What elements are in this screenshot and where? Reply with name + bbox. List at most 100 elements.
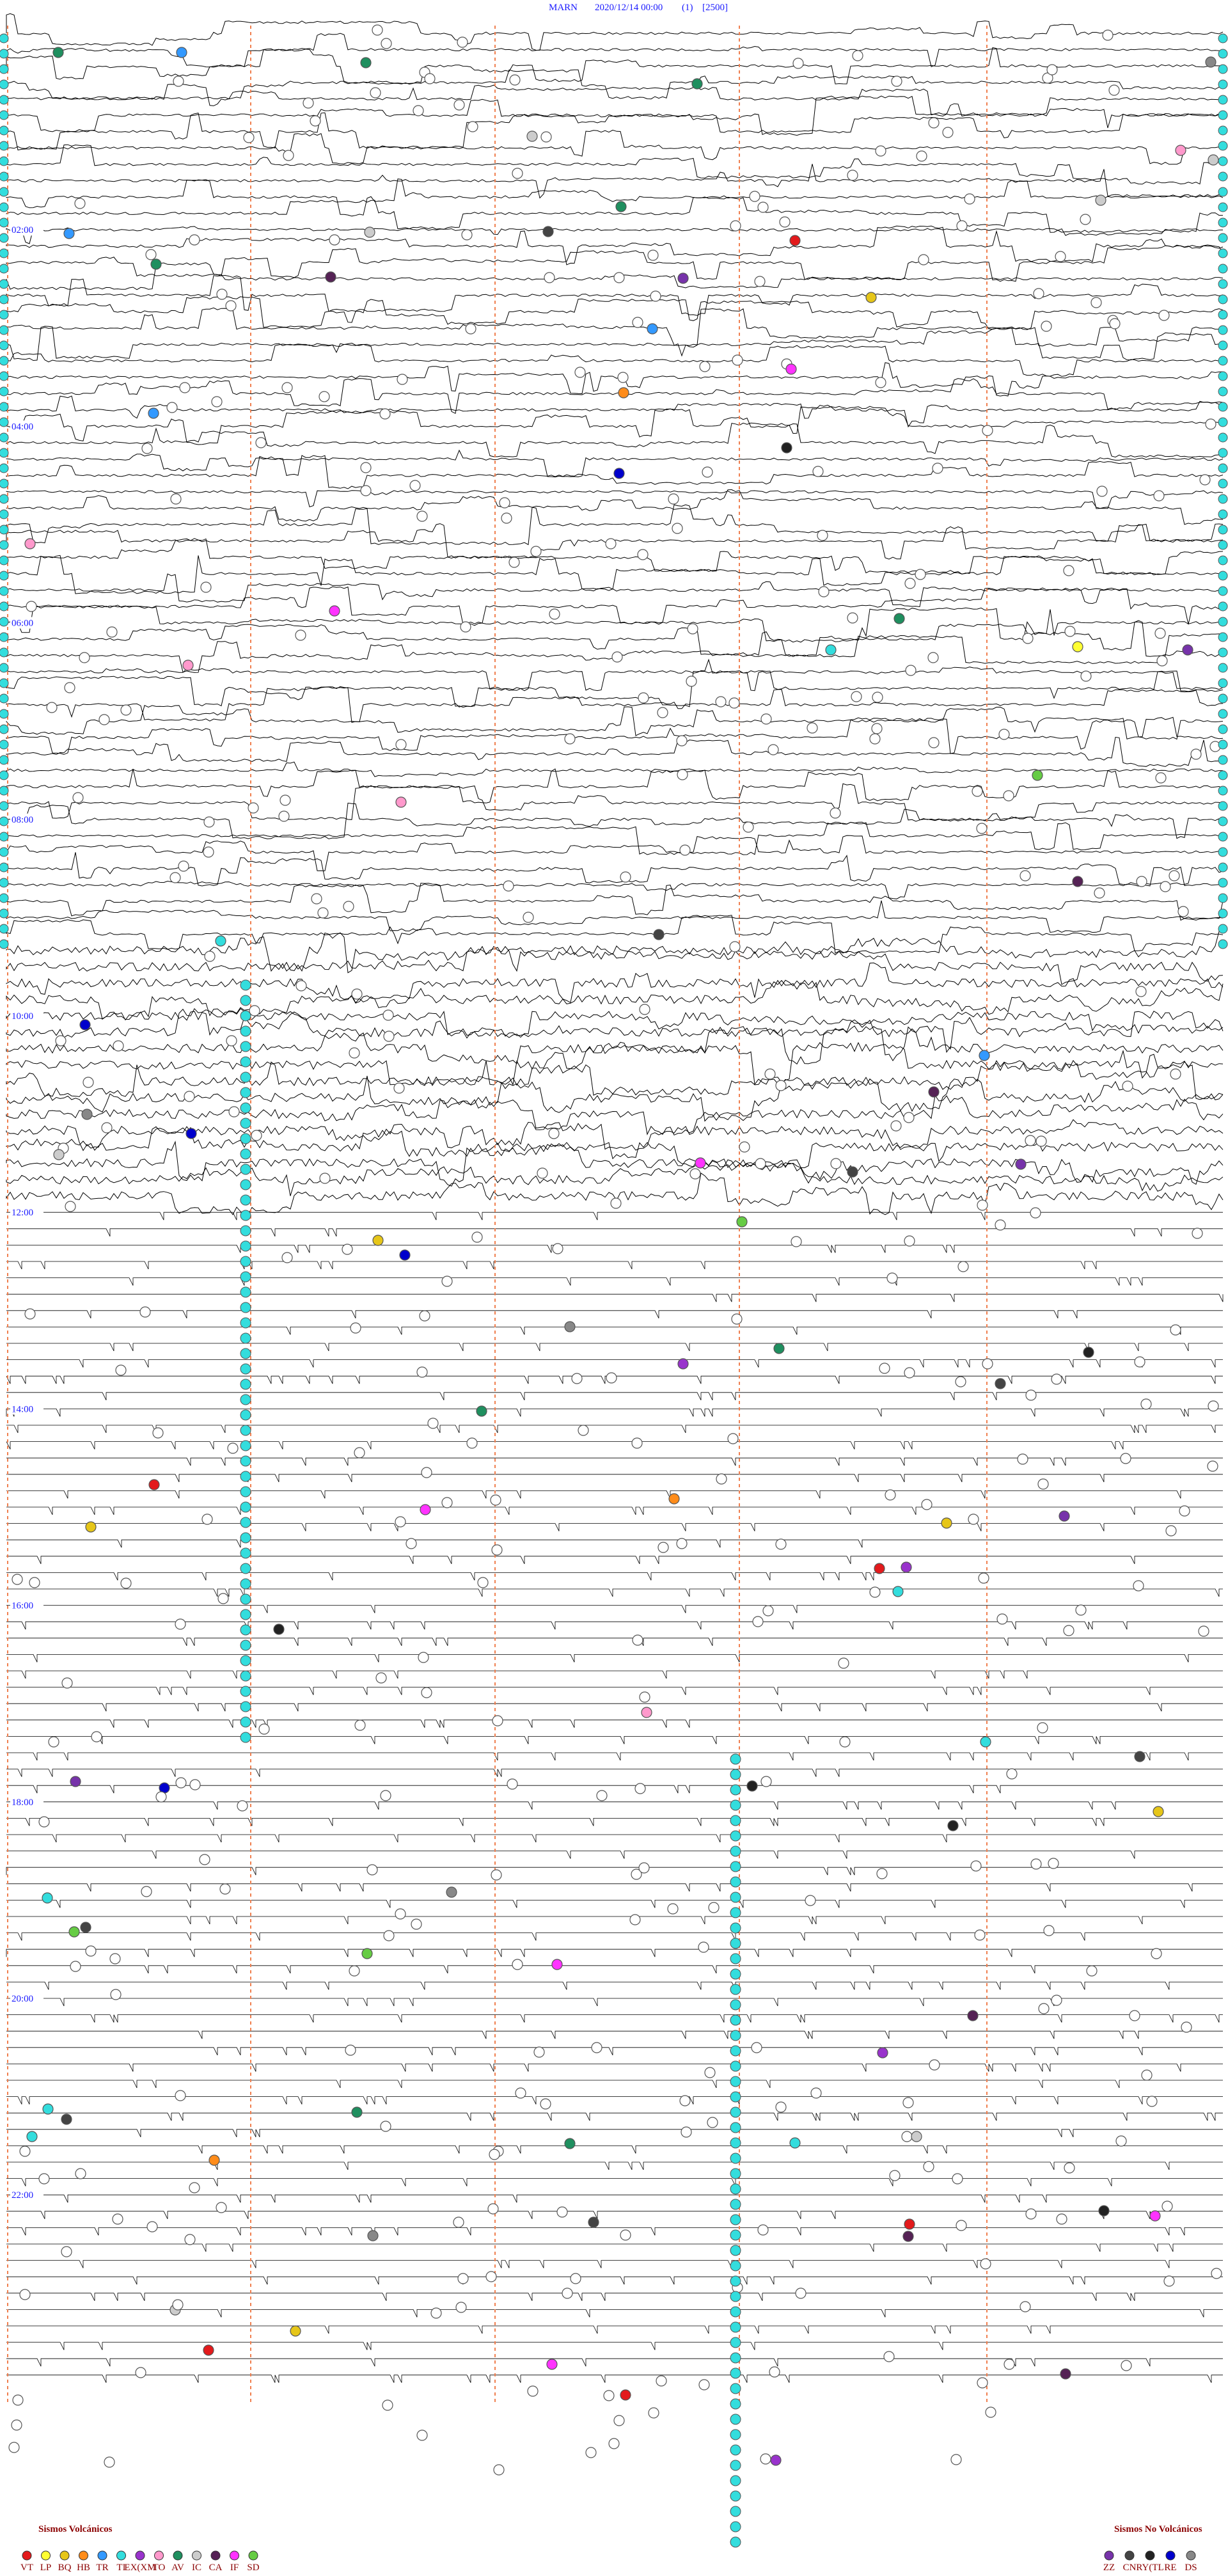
event-dot: [751, 2042, 762, 2053]
legend-dot: [1165, 2550, 1176, 2561]
event-dot: [113, 1040, 124, 1052]
label-bg: [10, 2189, 43, 2201]
event-dot: [175, 2090, 186, 2101]
event-dot: [879, 1363, 890, 1374]
event-dot: [0, 371, 9, 381]
event-dot: [921, 1499, 933, 1510]
trace: [6, 2211, 1223, 2219]
event-dot: [0, 79, 9, 90]
event-dot: [441, 1497, 453, 1508]
event-dot: [512, 1959, 523, 1970]
event-dot: [65, 1201, 76, 1212]
event-dot: [0, 402, 9, 412]
event-dot: [1218, 678, 1228, 688]
event-dot: [1205, 418, 1216, 430]
event-dot: [240, 1425, 251, 1436]
event-dot: [1218, 463, 1228, 473]
event-dot: [200, 581, 212, 593]
event-dot: [409, 480, 421, 491]
event-dot: [1218, 770, 1228, 780]
trace: [6, 362, 1224, 397]
event-dot: [847, 170, 858, 181]
event-dot: [578, 1425, 589, 1436]
event-dot: [1025, 1389, 1037, 1401]
event-dot: [1218, 294, 1228, 304]
event-dot: [791, 1236, 802, 1247]
trace: [6, 1883, 1223, 1892]
trace: [6, 455, 1224, 489]
trace: [6, 1425, 1223, 1434]
event-dot: [730, 2383, 741, 2394]
event-dot: [1006, 1768, 1018, 1780]
event-dot: [1199, 474, 1211, 486]
event-dot: [81, 1109, 93, 1120]
event-dot: [240, 1240, 251, 1252]
event-dot: [240, 1102, 251, 1114]
event-dot: [915, 569, 926, 580]
event-dot: [995, 1219, 1006, 1231]
event-dot: [730, 2444, 741, 2456]
trace: [6, 2112, 1223, 2121]
legend-dot: [248, 2550, 258, 2561]
event-dot: [0, 448, 9, 458]
event-dot: [570, 2273, 581, 2284]
event-dot: [686, 676, 697, 687]
label-bg: [10, 1206, 43, 1219]
legend-dot: [1104, 2550, 1114, 2561]
event-dot: [638, 692, 649, 704]
event-dot: [240, 1225, 251, 1237]
event-dot: [730, 1938, 741, 1949]
event-dot: [0, 555, 9, 565]
event-dot: [613, 272, 625, 283]
trace: [6, 1173, 1224, 1215]
event-dot: [968, 1513, 979, 1525]
event-dot: [1181, 2021, 1192, 2033]
event-dot: [85, 1945, 97, 1957]
legend-label: ZZ: [1103, 2563, 1115, 2573]
event-dot: [430, 2307, 442, 2319]
event-dot: [730, 2398, 741, 2410]
legend-dot: [116, 2550, 126, 2561]
event-dot: [0, 525, 9, 535]
event-dot: [240, 1087, 251, 1098]
trace: [6, 2178, 1223, 2186]
event-dot: [603, 2390, 615, 2401]
event-dot: [1032, 770, 1043, 781]
event-dot: [736, 1216, 748, 1228]
event-dot: [1015, 1158, 1027, 1170]
trace: [6, 422, 1224, 459]
event-dot: [676, 735, 688, 747]
event-dot: [544, 272, 555, 283]
channel: (1): [682, 3, 693, 13]
event-dot: [905, 665, 917, 676]
event-dot: [203, 816, 215, 828]
event-dot: [446, 1886, 457, 1898]
event-dot: [605, 538, 617, 549]
event-dot: [75, 2168, 86, 2179]
event-dot: [1218, 571, 1228, 581]
event-dot: [61, 2114, 72, 2125]
event-dot: [240, 1563, 251, 1574]
trace: [6, 296, 1224, 330]
event-dot: [1151, 1948, 1162, 1959]
event-dot: [974, 1929, 986, 1941]
event-dot: [730, 1861, 741, 1872]
event-dot: [1218, 586, 1228, 596]
event-dot: [620, 871, 631, 883]
event-dot: [730, 2214, 741, 2225]
event-dot: [255, 437, 267, 448]
event-dot: [928, 737, 940, 748]
event-dot: [361, 1948, 373, 1959]
event-dot: [148, 1479, 160, 1490]
event-dot: [240, 1133, 251, 1144]
trace: [6, 686, 1224, 723]
trace: [6, 307, 1224, 348]
trace: [6, 915, 1224, 954]
event-dot: [1218, 494, 1228, 504]
event-dot: [120, 1577, 132, 1589]
trace: [6, 1785, 1223, 1794]
event-dot: [199, 1854, 210, 1865]
event-dot: [1218, 525, 1228, 535]
event-dot: [372, 24, 383, 36]
event-dot: [0, 279, 9, 289]
